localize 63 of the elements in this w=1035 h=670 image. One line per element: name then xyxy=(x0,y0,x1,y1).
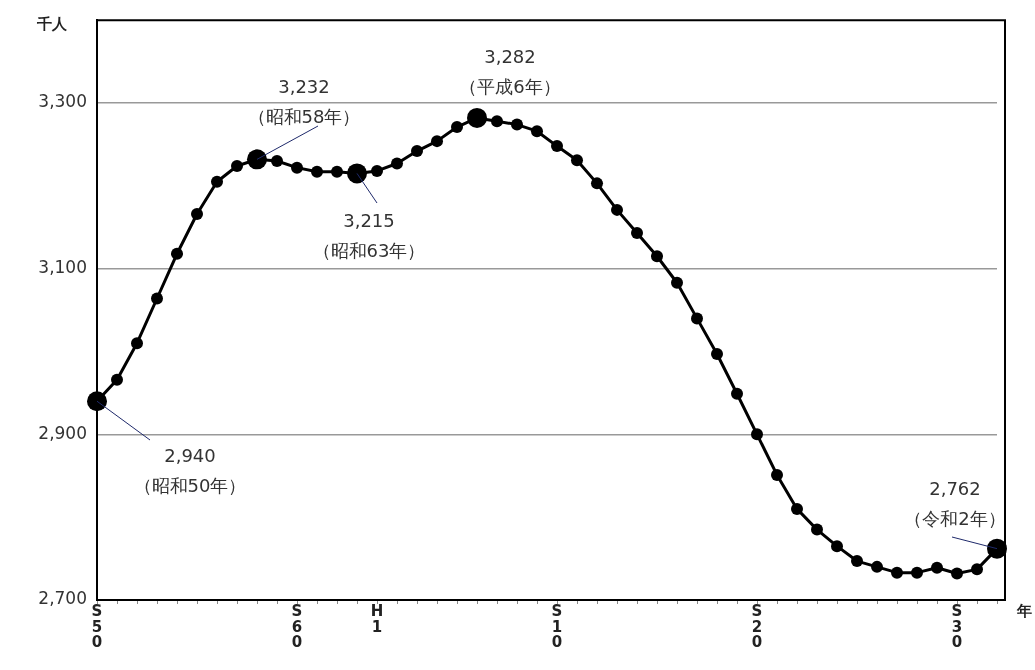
annotation: （平成6年） xyxy=(459,75,561,97)
point xyxy=(831,540,843,553)
data-label: 2,940 xyxy=(164,444,216,466)
point xyxy=(531,125,543,138)
y-axis-title: 千人 xyxy=(36,14,68,33)
point xyxy=(871,560,883,573)
point xyxy=(671,276,683,289)
point xyxy=(191,208,203,221)
point xyxy=(631,227,643,240)
y-tick-label: 2,900 xyxy=(38,422,87,443)
point xyxy=(911,566,923,579)
data-label: 3,282 xyxy=(484,45,536,67)
point xyxy=(171,247,183,260)
x-tick-label: S10 xyxy=(551,601,563,652)
data-label: 3,232 xyxy=(278,76,330,98)
annotation: （昭和50年） xyxy=(133,474,247,496)
x-tick-label: S50 xyxy=(91,601,103,652)
x-tick-label: S60 xyxy=(291,601,303,652)
point xyxy=(791,502,803,515)
point xyxy=(951,567,963,580)
x-tick-label: H1 xyxy=(370,601,384,636)
point xyxy=(691,312,703,325)
y-tick-label: 2,700 xyxy=(38,588,87,609)
point xyxy=(131,337,143,350)
point xyxy=(311,165,323,178)
x-axis-title: 年 xyxy=(1015,601,1032,620)
point xyxy=(211,175,223,188)
data-label: 2,762 xyxy=(929,478,981,500)
point xyxy=(411,145,423,158)
point xyxy=(711,348,723,360)
point xyxy=(771,468,783,481)
point xyxy=(571,154,583,167)
point xyxy=(391,157,403,170)
y-tick-label: 3,300 xyxy=(38,91,87,112)
point xyxy=(551,140,563,153)
point xyxy=(331,165,343,178)
x-tick-label: S20 xyxy=(751,601,763,652)
point xyxy=(811,523,823,536)
point xyxy=(591,177,603,190)
point xyxy=(491,115,503,128)
annotation: （昭和63年） xyxy=(312,240,426,262)
point xyxy=(151,292,163,305)
point xyxy=(431,135,443,148)
point xyxy=(231,159,243,172)
point xyxy=(611,203,623,216)
point xyxy=(371,164,383,177)
annotation: （令和2年） xyxy=(904,508,1006,530)
point xyxy=(511,118,523,131)
point xyxy=(111,373,123,386)
x-tick-label: S30 xyxy=(951,601,963,652)
point xyxy=(751,428,763,441)
point xyxy=(731,387,743,400)
data-label: 3,215 xyxy=(343,210,395,232)
point xyxy=(451,121,463,134)
y-tick-label: 3,100 xyxy=(38,257,87,278)
point xyxy=(931,561,943,574)
point xyxy=(971,563,983,576)
point xyxy=(651,250,663,263)
point xyxy=(851,555,863,568)
point xyxy=(291,161,303,174)
point xyxy=(271,155,283,168)
point xyxy=(891,566,903,579)
annotation: （昭和58年） xyxy=(247,106,361,128)
